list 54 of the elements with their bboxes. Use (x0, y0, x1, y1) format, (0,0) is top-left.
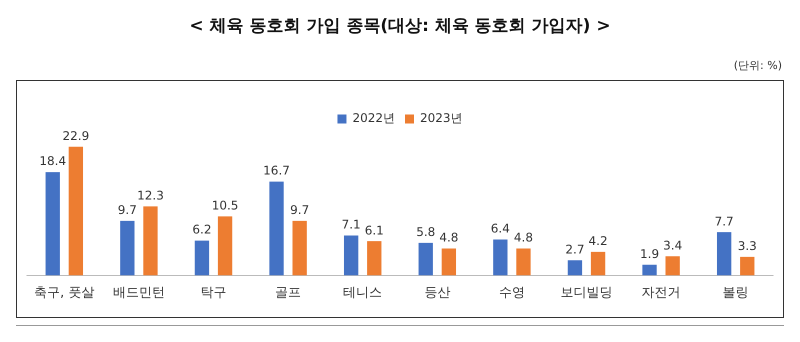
data-label: 12.3 (137, 188, 164, 202)
data-label: 9.7 (118, 203, 137, 218)
data-label: 18.4 (39, 154, 66, 168)
x-tick-label: 골프 (275, 286, 302, 301)
data-label: 6.4 (490, 222, 510, 236)
data-label: 10.5 (212, 198, 238, 213)
bar (120, 220, 135, 276)
data-label: 5.8 (416, 224, 436, 239)
data-label: 2.7 (565, 242, 584, 256)
x-tick-label: 자전거 (642, 286, 681, 301)
chart-title: < 체육 동호회 가입 종목(대상: 체육 동호회 가입자) > (188, 15, 612, 37)
bar (292, 220, 307, 276)
x-tick-label: 보디빌딩 (560, 286, 612, 301)
data-label: 1.9 (640, 246, 660, 261)
data-label: 22.9 (62, 128, 90, 143)
bar (493, 239, 508, 276)
bar (218, 216, 232, 276)
bar (194, 240, 210, 276)
x-tick-label: 탁구 (200, 286, 226, 301)
bar (344, 236, 358, 276)
bar (568, 260, 582, 276)
bar (442, 248, 456, 276)
x-tick-label: 배드민턴 (112, 286, 165, 301)
bar (740, 256, 754, 276)
bar (642, 264, 657, 276)
bar (716, 232, 732, 276)
bar (418, 242, 433, 276)
legend-label: 2022년 (352, 111, 396, 126)
bar (665, 256, 680, 276)
legend-label: 2023년 (420, 111, 463, 126)
data-label: 16.7 (263, 164, 290, 178)
bar (68, 146, 84, 276)
text: (단위: %) (734, 58, 782, 73)
data-label: 9.7 (290, 203, 310, 218)
bar (269, 182, 284, 276)
bar (46, 172, 60, 276)
data-label: 6.2 (192, 222, 212, 237)
data-label: 4.2 (588, 234, 608, 248)
data-label: 7.1 (342, 218, 361, 232)
x-tick-label: 축구, 풋살 (34, 286, 94, 301)
data-label: 3.3 (738, 238, 757, 253)
data-label: 3.4 (663, 238, 682, 252)
x-tick-label: 테니스 (343, 286, 382, 301)
x-tick-label: 볼링 (722, 286, 749, 301)
bar (516, 248, 531, 276)
data-label: 6.1 (364, 223, 384, 238)
x-tick-label: 수영 (498, 286, 525, 301)
bar (143, 206, 158, 276)
data-label: 4.8 (439, 230, 458, 245)
data-label: 4.8 (514, 230, 534, 245)
bar (590, 252, 606, 276)
bar (367, 241, 382, 276)
data-label: 7.7 (714, 214, 734, 228)
x-tick-label: 등산 (424, 286, 450, 301)
